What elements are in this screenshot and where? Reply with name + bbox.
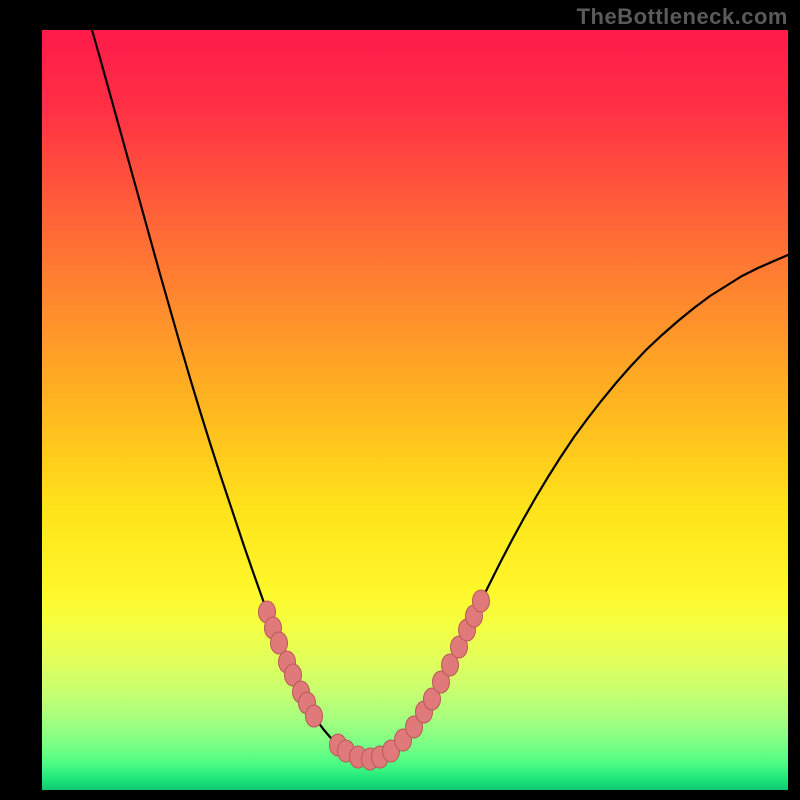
curve-marker (306, 705, 323, 727)
watermark-text: TheBottleneck.com (577, 4, 788, 30)
right-curve (366, 255, 788, 760)
curve-layer (0, 0, 800, 800)
curve-marker (271, 632, 288, 654)
marker-layer (259, 590, 490, 770)
chart-stage: TheBottleneck.com (0, 0, 800, 800)
left-curve (92, 30, 366, 760)
curve-marker (473, 590, 490, 612)
